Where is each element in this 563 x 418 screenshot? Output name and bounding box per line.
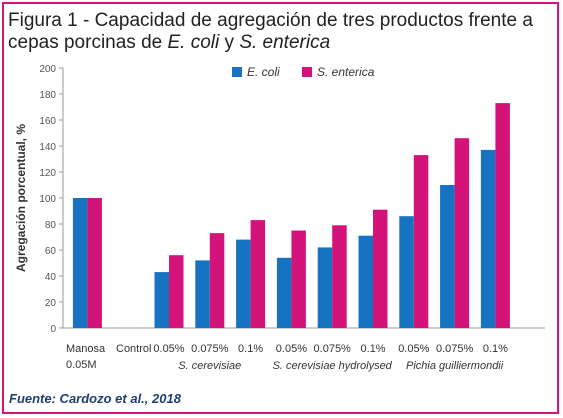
bar-senterica bbox=[332, 225, 347, 328]
bar-ecoli bbox=[317, 247, 333, 328]
group-label: S. cerevisiae bbox=[178, 360, 241, 372]
x-tick-label: Manosa bbox=[66, 343, 106, 355]
group-label: S. cerevisiae hydrolysed bbox=[273, 360, 393, 372]
x-tick-label: 0.05% bbox=[398, 343, 429, 355]
y-tick-label: 140 bbox=[39, 142, 56, 153]
x-tick-label: 0.05M bbox=[66, 359, 97, 371]
bar-senterica bbox=[209, 233, 225, 328]
y-tick-label: 180 bbox=[39, 90, 56, 101]
y-tick-label: 20 bbox=[45, 298, 57, 309]
bar-ecoli bbox=[399, 216, 414, 328]
bar-senterica bbox=[250, 220, 266, 328]
legend-label-ecoli: E. coli bbox=[247, 65, 280, 79]
x-tick-label: 0.075% bbox=[314, 343, 352, 355]
bar-senterica bbox=[413, 155, 429, 328]
bar-senterica bbox=[169, 255, 184, 328]
bar-ecoli bbox=[72, 198, 88, 328]
source-note: Fuente: Cardozo et al., 2018 bbox=[9, 391, 181, 406]
legend-swatch-ecoli bbox=[232, 67, 242, 77]
y-tick-label: 200 bbox=[39, 64, 56, 75]
x-tick-label: 0.05% bbox=[276, 343, 307, 355]
bar-senterica bbox=[291, 230, 306, 328]
x-tick-label: 0.1% bbox=[360, 343, 385, 355]
x-tick-label: 0.1% bbox=[238, 343, 263, 355]
y-tick-label: 40 bbox=[45, 272, 57, 283]
y-axis-label: Agregación porcentual, % bbox=[14, 124, 28, 272]
y-tick-label: 60 bbox=[45, 246, 57, 257]
y-tick-label: 0 bbox=[50, 324, 56, 335]
figure-title: Figura 1 - Capacidad de agregación de tr… bbox=[8, 10, 533, 53]
bar-ecoli bbox=[358, 235, 373, 328]
legend-label-senterica: S. enterica bbox=[317, 65, 375, 79]
legend-swatch-senterica bbox=[302, 67, 312, 77]
bar-ecoli bbox=[195, 260, 210, 328]
bar-ecoli bbox=[236, 239, 251, 328]
group-label: Pichia guilliermondii bbox=[406, 360, 504, 372]
y-tick-label: 160 bbox=[39, 116, 56, 127]
bar-ecoli bbox=[440, 185, 455, 328]
x-tick-label: 0.1% bbox=[483, 343, 508, 355]
y-tick-label: 80 bbox=[45, 220, 57, 231]
y-tick-label: 100 bbox=[39, 194, 56, 205]
bar-ecoli bbox=[154, 272, 169, 328]
bar-ecoli bbox=[276, 257, 292, 328]
x-tick-label: 0.075% bbox=[191, 343, 229, 355]
bar-senterica bbox=[454, 138, 470, 328]
bar-senterica bbox=[495, 103, 510, 328]
y-tick-label: 120 bbox=[39, 168, 56, 179]
x-tick-label: 0.05% bbox=[153, 343, 184, 355]
x-tick-label: 0.075% bbox=[436, 343, 474, 355]
bar-senterica bbox=[373, 209, 388, 328]
x-tick-label: Control bbox=[116, 343, 151, 355]
bar-senterica bbox=[87, 198, 102, 328]
bar-ecoli bbox=[480, 149, 496, 328]
